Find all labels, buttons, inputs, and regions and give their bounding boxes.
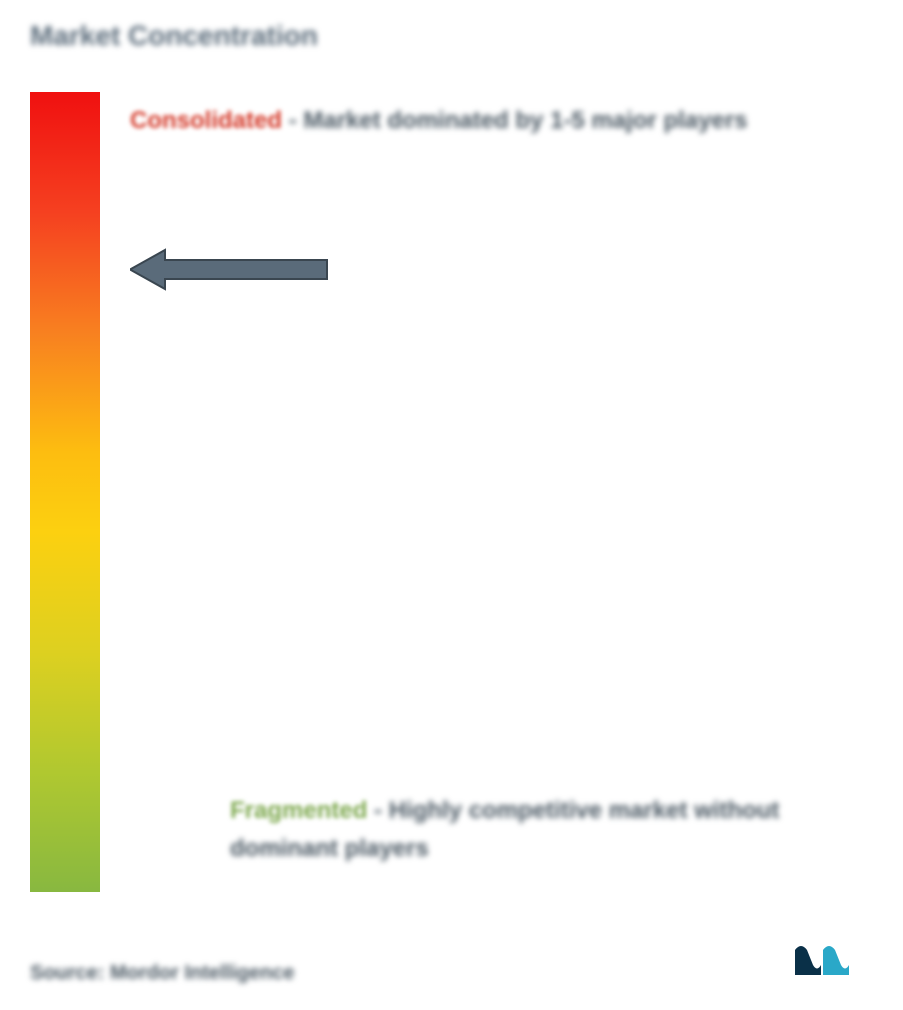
source-text: Source: Mordor Intelligence (30, 962, 294, 985)
consolidated-block: Consolidated - Market dominated by 1-5 m… (130, 102, 873, 140)
concentration-gradient (30, 92, 100, 892)
chart-content: Consolidated - Market dominated by 1-5 m… (30, 92, 873, 912)
text-area: Consolidated - Market dominated by 1-5 m… (130, 92, 873, 912)
chart-title: Market Concentration (30, 20, 873, 52)
arrow-icon (130, 247, 330, 292)
brand-logo (793, 940, 853, 985)
gradient-bar (30, 92, 100, 912)
fragmented-label: Fragmented (230, 797, 367, 824)
consolidated-label: Consolidated (130, 107, 282, 134)
fragmented-block: Fragmented - Highly competitive market w… (230, 792, 873, 869)
consolidated-description: - Market dominated by 1-5 major players (289, 107, 748, 134)
logo-icon (793, 940, 853, 980)
arrow-indicator (130, 247, 330, 297)
